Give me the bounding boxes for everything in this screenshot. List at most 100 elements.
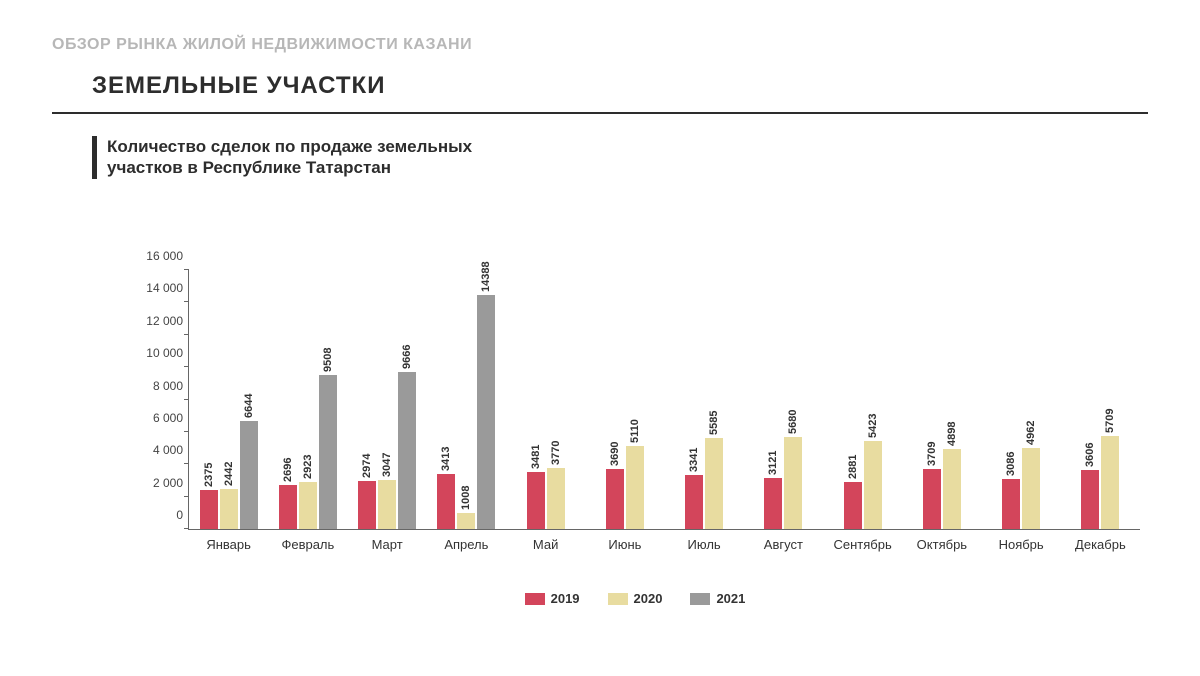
x-axis-category-label: Июнь xyxy=(608,537,641,552)
bar: 4962 xyxy=(1022,448,1040,529)
x-axis-category-label: Декабрь xyxy=(1075,537,1126,552)
bar: 9666 xyxy=(398,372,416,529)
bar: 3690 xyxy=(606,469,624,529)
bar: 3770 xyxy=(547,468,565,529)
y-axis-tick-mark xyxy=(184,269,189,270)
bar-value-label: 2974 xyxy=(361,453,373,480)
x-axis-category-label: Апрель xyxy=(444,537,488,552)
y-axis-tick-label: 16 000 xyxy=(131,249,183,263)
x-axis-category-label: Август xyxy=(764,537,803,552)
bar-value-label: 3121 xyxy=(767,451,779,478)
x-axis-category-label: Январь xyxy=(206,537,251,552)
y-axis-tick-label: 4 000 xyxy=(131,443,183,457)
bar-value-label: 3086 xyxy=(1005,451,1017,478)
y-axis-tick-label: 0 xyxy=(131,508,183,522)
bar-group: 34813770 xyxy=(508,468,584,529)
y-axis-tick-mark xyxy=(184,463,189,464)
y-axis-tick-mark xyxy=(184,334,189,335)
title-rule xyxy=(52,112,1148,114)
y-axis-tick-mark xyxy=(184,366,189,367)
bar: 2442 xyxy=(220,489,238,529)
legend-swatch xyxy=(690,593,710,605)
bar-value-label: 4962 xyxy=(1025,421,1037,448)
legend-swatch xyxy=(608,593,628,605)
section-title: ЗЕМЕЛЬНЫЕ УЧАСТКИ xyxy=(52,72,1148,112)
bar-value-label: 9666 xyxy=(401,344,413,371)
bar-group: 3086 4962 xyxy=(983,448,1059,529)
y-axis-tick-label: 14 000 xyxy=(131,281,183,295)
bar-value-label: 3770 xyxy=(550,440,562,467)
title-block: ЗЕМЕЛЬНЫЕ УЧАСТКИ xyxy=(52,72,1148,114)
legend-label: 2021 xyxy=(716,591,745,606)
chart-subtitle: Количество сделок по продаже земельных у… xyxy=(107,136,537,179)
y-axis-tick-label: 6 000 xyxy=(131,411,183,425)
bar: 3413 xyxy=(437,474,455,529)
x-axis-category-label: Сентябрь xyxy=(834,537,892,552)
bar: 2923 xyxy=(299,482,317,529)
bar-group: 36065709 xyxy=(1062,436,1138,529)
bar-value-label: 3341 xyxy=(688,447,700,474)
bar-group: 237524426644 xyxy=(191,421,267,529)
bar: 2696 xyxy=(279,485,297,529)
bar: 5709 xyxy=(1101,436,1119,529)
bar-value-label: 2923 xyxy=(302,454,314,481)
bar-value-label: 3481 xyxy=(530,445,542,472)
y-axis-tick-label: 2 000 xyxy=(131,476,183,490)
y-axis-tick-mark xyxy=(184,496,189,497)
bar-value-label: 3047 xyxy=(381,452,393,479)
bar-value-label: 5585 xyxy=(708,411,720,438)
bar-group: 37094898 xyxy=(904,449,980,529)
bar-value-label: 3606 xyxy=(1084,443,1096,470)
bar-value-label: 2696 xyxy=(282,458,294,485)
land-deals-chart: 0 2 000 4 000 6 000 8 000 10 000 12 000 14 000 1… xyxy=(130,270,1140,570)
y-axis-tick-mark xyxy=(184,399,189,400)
bar: 2881 xyxy=(844,482,862,529)
bar-group: 33415585 xyxy=(666,438,742,529)
plot-area: 02 0004 0006 0008 00010 00012 00014 0001… xyxy=(188,270,1140,530)
y-axis-tick-label: 8 000 xyxy=(131,379,183,393)
bar: 3709 xyxy=(923,469,941,529)
legend-item: 2019 xyxy=(525,591,580,606)
bar-value-label: 2442 xyxy=(223,462,235,489)
x-axis-category-label: Ноябрь xyxy=(999,537,1044,552)
bar-value-label: 2881 xyxy=(847,455,859,482)
bar-group: 297430479666 xyxy=(349,372,425,529)
bar-value-label: 3709 xyxy=(926,441,938,468)
y-axis-tick-label: 12 000 xyxy=(131,314,183,328)
bar: 5585 xyxy=(705,438,723,529)
bar-value-label: 3413 xyxy=(440,446,452,473)
bar: 3047 xyxy=(378,480,396,530)
bar-value-label: 5110 xyxy=(629,419,641,446)
bar-value-label: 2375 xyxy=(203,463,215,490)
bar-value-label: 6644 xyxy=(243,394,255,421)
legend-item: 2021 xyxy=(690,591,745,606)
bar-group: 3413 1008 14388 xyxy=(428,295,504,529)
bar: 3481 xyxy=(527,472,545,529)
bar-value-label: 5709 xyxy=(1104,409,1116,436)
legend-label: 2019 xyxy=(551,591,580,606)
bar: 5423 xyxy=(864,441,882,529)
page-overline: ОБЗОР РЫНКА ЖИЛОЙ НЕДВИЖИМОСТИ КАЗАНИ xyxy=(52,36,472,54)
bar-value-label: 4898 xyxy=(946,422,958,449)
bar: 5680 xyxy=(784,437,802,529)
bar-value-label: 1008 xyxy=(460,485,472,512)
bar: 6644 xyxy=(240,421,258,529)
bar: 3606 xyxy=(1081,470,1099,529)
bar-value-label: 5680 xyxy=(787,409,799,436)
bar: 3341 xyxy=(685,475,703,529)
subtitle-accent-bar xyxy=(92,136,97,179)
x-axis-category-label: Май xyxy=(533,537,558,552)
y-axis-tick-label: 10 000 xyxy=(131,346,183,360)
y-axis-tick-mark xyxy=(184,528,189,529)
y-axis-tick-mark xyxy=(184,431,189,432)
bar: 5110 xyxy=(626,446,644,529)
bar-group: 36905110 xyxy=(587,446,663,529)
bar: 14388 xyxy=(477,295,495,529)
bar: 3121 xyxy=(764,478,782,529)
bar-group: 31215680 xyxy=(745,437,821,529)
bar: 9508 xyxy=(319,375,337,530)
legend-swatch xyxy=(525,593,545,605)
bar-value-label: 9508 xyxy=(322,347,334,374)
y-axis-tick-mark xyxy=(184,301,189,302)
x-axis-category-label: Февраль xyxy=(281,537,334,552)
